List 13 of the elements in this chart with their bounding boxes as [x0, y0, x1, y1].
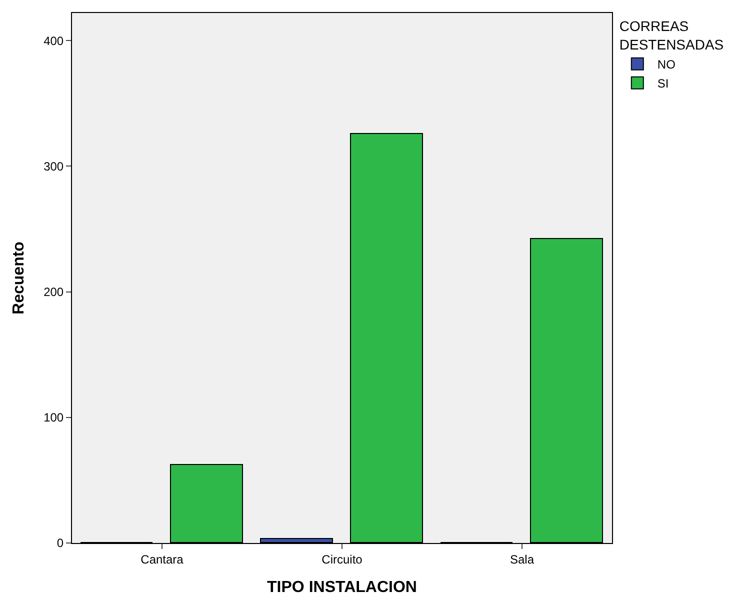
y-tick-label: 100 [44, 410, 64, 425]
x-tick-label: Cantara [140, 552, 184, 566]
x-tick-label: Sala [510, 552, 534, 566]
y-tick-label: 400 [44, 34, 64, 48]
legend-label: SI [657, 76, 669, 91]
legend-label: NO [657, 58, 676, 72]
x-tick-label: Circuito [322, 552, 363, 566]
x-axis-title: TIPO INSTALACION [267, 579, 417, 596]
y-tick-label: 200 [44, 285, 64, 300]
y-axis-title: Recuento [10, 241, 28, 314]
legend-title: CORREAS DESTENSADAS [619, 18, 724, 52]
y-tick-label: 300 [44, 159, 64, 174]
y-tick-label: 0 [56, 536, 64, 550]
